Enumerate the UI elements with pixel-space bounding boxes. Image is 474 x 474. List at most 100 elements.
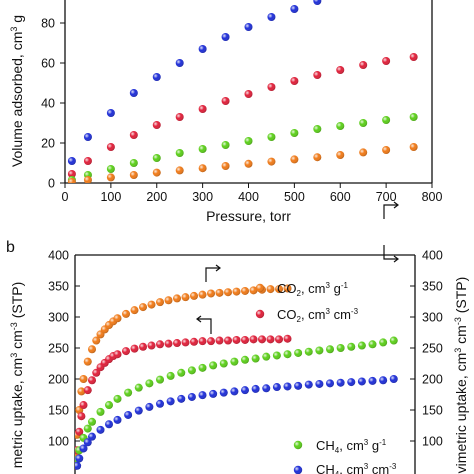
point-shine — [77, 387, 86, 396]
point-shine — [209, 361, 218, 370]
panel-b-left-tick-label: 400 — [48, 249, 69, 263]
point-shine — [382, 116, 391, 124]
point-shine — [272, 383, 281, 392]
point-shine — [67, 170, 76, 178]
panel-b-right-tick-label: 250 — [422, 342, 443, 356]
point-shine — [221, 97, 230, 105]
point-shine — [177, 394, 186, 403]
panel-a-y-ticks: 0 20 40 60 80 — [41, 17, 65, 191]
point-shine — [164, 296, 173, 305]
point-shine — [113, 394, 122, 403]
point-shine — [347, 378, 356, 387]
panel-b: b 100 150 200 250 300 350 400 100 150 200 250 300 3… — [6, 201, 469, 474]
panel-a-y-tick-label: 80 — [41, 17, 55, 31]
point-shine — [241, 286, 249, 295]
panel-a-x-tick-label: 700 — [376, 190, 397, 204]
point-shine — [106, 165, 115, 173]
point-shine — [122, 347, 130, 356]
point-shine — [357, 341, 366, 350]
point-shine — [173, 339, 181, 348]
point-shine — [129, 89, 138, 97]
point-shine — [139, 303, 147, 312]
point-shine — [96, 425, 105, 434]
point-shine — [187, 366, 196, 375]
point-shine — [67, 157, 76, 165]
point-shine — [241, 335, 249, 344]
point-shine — [122, 309, 130, 318]
point-shine — [134, 383, 143, 392]
point-shine — [105, 401, 113, 410]
point-shine — [164, 339, 173, 348]
point-shine — [336, 151, 345, 159]
point-shine — [251, 384, 260, 393]
panel-a-x-tick-label: 200 — [146, 190, 167, 204]
point-shine — [266, 285, 275, 294]
point-shine — [79, 375, 88, 383]
panel-a-x-tick-label: 400 — [238, 190, 259, 204]
panel-a-y-tick-label: 0 — [48, 177, 55, 191]
point-shine — [177, 368, 186, 377]
panel-a-y-tick-label: 40 — [41, 97, 55, 111]
point-shine — [166, 397, 175, 406]
point-shine — [88, 417, 96, 426]
point-shine — [241, 355, 249, 364]
panel-a-y-tick-label: 60 — [41, 57, 55, 71]
point-shine — [79, 401, 88, 410]
panel-a-x-ticks: 0 100 200 300 400 500 600 700 800 — [62, 183, 443, 204]
legend-item-co2-cm: CO2, cm3 cm-3 — [255, 307, 359, 324]
point-shine — [267, 133, 276, 141]
panel-b-left-axis-title: metric uptake, cm3 cm-3 (STP) — [9, 282, 25, 469]
point-shine — [262, 352, 271, 361]
point-shine — [156, 399, 164, 408]
point-shine — [230, 357, 239, 366]
panel-b-left-tick-label: 300 — [48, 311, 69, 325]
point-shine — [134, 406, 143, 415]
point-shine — [181, 293, 190, 302]
point-shine — [152, 121, 161, 129]
point-shine — [83, 176, 92, 183]
panel-a-x-tick-label: 800 — [422, 190, 443, 204]
point-shine — [244, 90, 253, 98]
point-shine — [129, 171, 138, 179]
panel-a-x-tick-label: 500 — [284, 190, 305, 204]
point-shine — [283, 382, 292, 391]
point-shine — [83, 424, 92, 433]
point-shine — [379, 338, 388, 347]
point-shine — [75, 461, 82, 470]
point-shine — [147, 341, 156, 350]
point-shine — [272, 351, 281, 360]
point-shine — [129, 131, 138, 139]
point-shine — [209, 389, 218, 398]
point-shine — [230, 387, 239, 396]
point-shine — [88, 432, 96, 441]
point-shine — [106, 109, 115, 117]
point-shine — [147, 300, 156, 309]
point-shine — [357, 377, 366, 386]
point-shine — [215, 288, 224, 297]
point-shine — [96, 407, 105, 416]
point-shine — [152, 168, 161, 177]
point-shine — [173, 294, 181, 303]
point-shine — [267, 157, 276, 166]
point-shine — [198, 337, 207, 346]
point-shine — [313, 71, 322, 79]
point-shine — [130, 344, 139, 353]
point-shine — [79, 444, 88, 453]
point-shine — [368, 376, 377, 385]
point-shine — [409, 113, 418, 121]
point-shine — [244, 23, 253, 31]
point-shine — [304, 347, 313, 356]
point-shine — [190, 337, 198, 346]
point-shine — [113, 350, 122, 359]
ch4-cm-right-arrow — [383, 201, 399, 219]
panel-b-points — [75, 284, 398, 470]
point-shine — [166, 371, 175, 380]
legend-item-ch4-cm: CH4, cm3 cm-3 — [293, 462, 397, 474]
point-shine — [283, 334, 292, 343]
panel-b-left-ticks: 100 150 200 250 300 350 400 — [48, 249, 80, 449]
point-shine — [389, 336, 398, 345]
panel-b-left-tick-label: 100 — [48, 435, 69, 449]
panel-a-x-tick-label: 0 — [62, 190, 69, 204]
co2-g-right-arrow — [205, 264, 221, 282]
point-shine — [198, 105, 207, 113]
